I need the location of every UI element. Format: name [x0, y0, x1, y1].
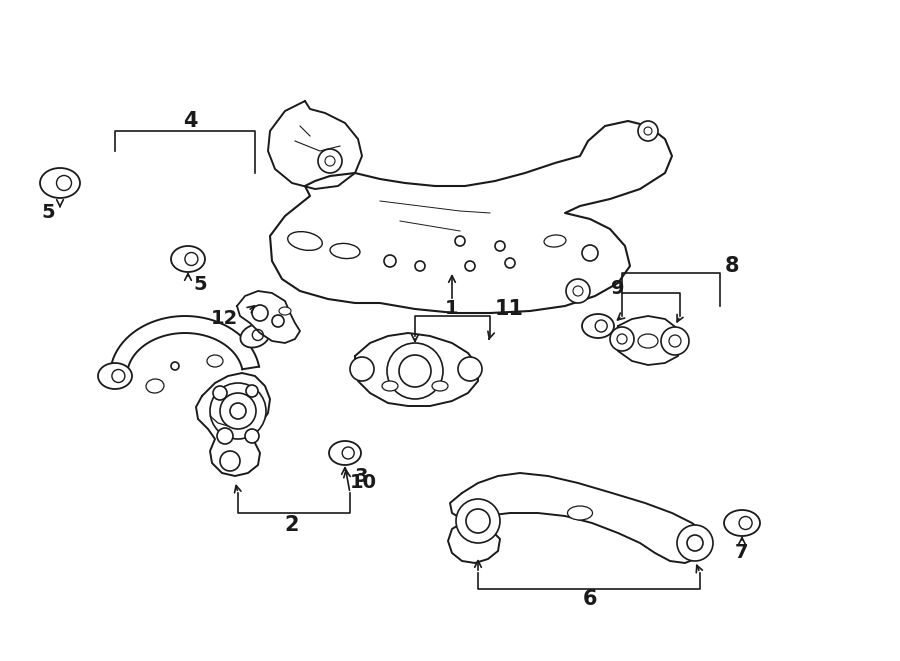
Circle shape [210, 383, 266, 439]
Circle shape [610, 327, 634, 351]
Circle shape [220, 393, 256, 429]
Circle shape [458, 357, 482, 381]
Ellipse shape [544, 235, 566, 247]
Text: 2: 2 [284, 515, 299, 535]
Circle shape [342, 447, 355, 459]
Circle shape [677, 525, 713, 561]
Circle shape [617, 334, 627, 344]
Ellipse shape [568, 506, 592, 520]
Ellipse shape [240, 325, 270, 348]
Ellipse shape [109, 368, 131, 384]
Polygon shape [111, 316, 259, 369]
Circle shape [595, 320, 608, 332]
Ellipse shape [146, 379, 164, 393]
Ellipse shape [279, 307, 291, 315]
Circle shape [245, 429, 259, 443]
Text: 9: 9 [611, 278, 625, 297]
Ellipse shape [432, 381, 448, 391]
Circle shape [325, 156, 335, 166]
Ellipse shape [207, 355, 223, 367]
Circle shape [455, 236, 465, 246]
Circle shape [272, 315, 284, 327]
Polygon shape [355, 333, 478, 406]
Circle shape [573, 286, 583, 296]
Circle shape [252, 305, 268, 321]
Text: 1: 1 [446, 299, 459, 319]
Circle shape [217, 428, 233, 444]
Circle shape [184, 253, 198, 266]
Circle shape [112, 369, 125, 383]
Text: 10: 10 [350, 473, 377, 492]
Circle shape [638, 121, 658, 141]
Circle shape [230, 403, 246, 419]
Circle shape [505, 258, 515, 268]
Text: 5: 5 [41, 204, 55, 223]
Circle shape [220, 451, 240, 471]
Circle shape [669, 335, 681, 347]
Circle shape [246, 385, 258, 397]
Circle shape [466, 509, 490, 533]
Circle shape [739, 516, 752, 529]
Text: 8: 8 [725, 256, 740, 276]
Ellipse shape [330, 243, 360, 258]
Ellipse shape [582, 314, 614, 338]
Ellipse shape [400, 360, 430, 382]
Text: 11: 11 [495, 299, 524, 319]
Ellipse shape [724, 510, 760, 536]
Ellipse shape [98, 363, 132, 389]
Text: 4: 4 [183, 111, 197, 131]
Circle shape [171, 362, 179, 370]
Circle shape [399, 355, 431, 387]
Circle shape [456, 499, 500, 543]
Circle shape [495, 241, 505, 251]
Circle shape [57, 176, 71, 190]
Polygon shape [614, 316, 682, 365]
Text: 12: 12 [211, 309, 238, 329]
Circle shape [415, 261, 425, 271]
Circle shape [318, 149, 342, 173]
Circle shape [582, 245, 598, 261]
Ellipse shape [329, 441, 361, 465]
Circle shape [350, 357, 374, 381]
Text: 5: 5 [193, 276, 207, 295]
Polygon shape [237, 291, 300, 343]
Polygon shape [268, 101, 362, 189]
Circle shape [384, 255, 396, 267]
Polygon shape [196, 373, 270, 476]
Circle shape [687, 535, 703, 551]
Ellipse shape [638, 334, 658, 348]
Text: 3: 3 [355, 467, 368, 485]
Circle shape [566, 279, 590, 303]
Circle shape [387, 343, 443, 399]
Circle shape [213, 386, 227, 400]
Circle shape [644, 127, 652, 135]
Text: 6: 6 [583, 589, 598, 609]
Ellipse shape [382, 381, 398, 391]
Polygon shape [270, 121, 672, 313]
Circle shape [661, 327, 689, 355]
Ellipse shape [40, 168, 80, 198]
Ellipse shape [288, 231, 322, 251]
Text: 7: 7 [735, 543, 749, 563]
Circle shape [465, 261, 475, 271]
Circle shape [252, 329, 264, 340]
Polygon shape [448, 473, 708, 563]
Ellipse shape [171, 246, 205, 272]
